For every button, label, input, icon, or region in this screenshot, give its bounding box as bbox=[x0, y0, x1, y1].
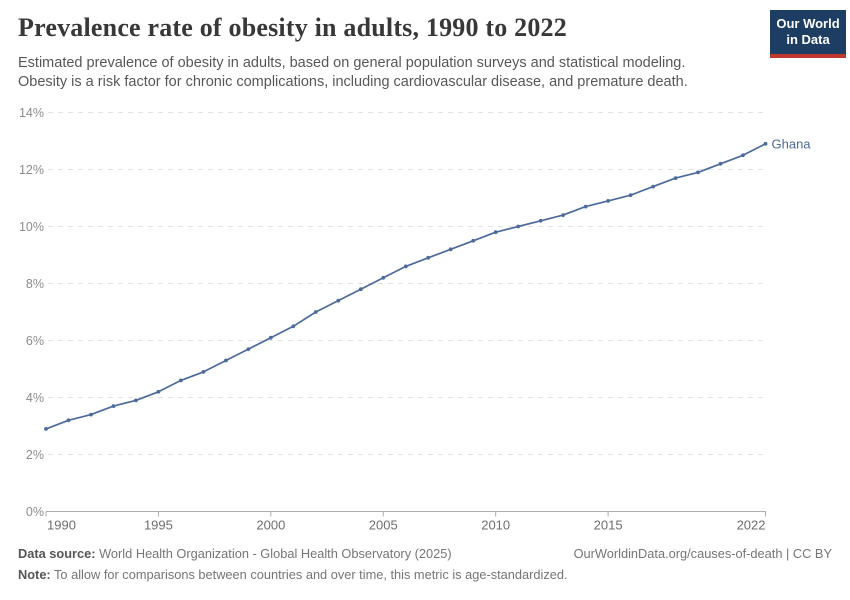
data-point[interactable] bbox=[493, 230, 498, 235]
data-source-label: Data source: bbox=[18, 546, 96, 561]
chart-subtitle-line2: Obesity is a risk factor for chronic com… bbox=[18, 74, 688, 90]
data-point[interactable] bbox=[336, 298, 341, 303]
data-point[interactable] bbox=[561, 213, 565, 217]
data-point[interactable] bbox=[134, 398, 138, 403]
y-tick-label: 2% bbox=[26, 448, 44, 462]
note-text: Note: To allow for comparisons between c… bbox=[18, 567, 832, 582]
data-point[interactable] bbox=[111, 404, 116, 408]
data-point[interactable] bbox=[426, 255, 431, 260]
x-tick-label: 1990 bbox=[47, 518, 76, 533]
data-point[interactable] bbox=[89, 412, 93, 417]
note-value: To allow for comparisons between countri… bbox=[50, 567, 568, 582]
data-source-value: World Health Organization - Global Healt… bbox=[95, 546, 452, 561]
data-point[interactable] bbox=[403, 264, 408, 269]
data-point[interactable] bbox=[448, 247, 453, 252]
owid-logo-red-bar bbox=[770, 53, 846, 58]
data-point[interactable] bbox=[741, 153, 745, 158]
data-point[interactable] bbox=[628, 193, 633, 198]
data-point[interactable] bbox=[291, 324, 296, 329]
data-point[interactable] bbox=[44, 427, 48, 431]
data-point[interactable] bbox=[606, 199, 610, 203]
data-point[interactable] bbox=[246, 347, 251, 351]
y-tick-label: 12% bbox=[19, 163, 44, 177]
data-point[interactable] bbox=[763, 141, 768, 146]
data-point[interactable] bbox=[718, 161, 723, 166]
data-point[interactable] bbox=[313, 310, 318, 314]
y-tick-label: 8% bbox=[26, 277, 44, 291]
data-point[interactable] bbox=[201, 370, 206, 374]
y-tick-label: 0% bbox=[26, 505, 44, 519]
chart-subtitle: Estimated prevalence of obesity in adult… bbox=[18, 54, 718, 92]
y-tick-label: 6% bbox=[26, 334, 44, 348]
owid-logo-text: Our World in Data bbox=[770, 10, 846, 54]
data-point[interactable] bbox=[66, 418, 71, 423]
y-tick-label: 4% bbox=[26, 391, 44, 405]
y-tick-label: 10% bbox=[19, 220, 44, 234]
series-line[interactable] bbox=[45, 142, 767, 430]
x-tick-label: 2010 bbox=[481, 518, 510, 533]
x-tick-label: 2000 bbox=[256, 518, 285, 533]
data-point[interactable] bbox=[268, 335, 273, 340]
data-point[interactable] bbox=[224, 358, 228, 363]
x-tick-label: 2005 bbox=[369, 518, 398, 533]
chart-subtitle-line1: Estimated prevalence of obesity in adult… bbox=[18, 55, 686, 71]
chart-title: Prevalence rate of obesity in adults, 19… bbox=[18, 13, 567, 42]
data-point[interactable] bbox=[179, 378, 183, 383]
data-point[interactable] bbox=[471, 238, 476, 243]
series-end-label[interactable]: Ghana bbox=[772, 136, 812, 151]
line-chart: 0% 2% 4% 6% 8% 10% 12% 14% 1990 1995 2000 2005 2010 2… bbox=[19, 106, 812, 533]
data-point[interactable] bbox=[381, 275, 386, 280]
data-point[interactable] bbox=[156, 389, 161, 394]
data-source-text: Data source: World Health Organization -… bbox=[18, 546, 452, 561]
x-tick-label: 2015 bbox=[594, 518, 623, 533]
owid-cc-link[interactable]: OurWorldinData.org/causes-of-death | CC … bbox=[573, 546, 832, 561]
owid-logo-line2: in Data bbox=[786, 32, 830, 48]
data-point[interactable] bbox=[673, 176, 678, 180]
owid-logo[interactable]: Our World in Data bbox=[770, 10, 846, 58]
data-point[interactable] bbox=[538, 218, 543, 223]
x-tick-label: 2022 bbox=[737, 518, 766, 533]
data-point[interactable] bbox=[516, 224, 521, 229]
data-point[interactable] bbox=[358, 287, 363, 292]
y-tick-label: 14% bbox=[19, 106, 44, 120]
owid-logo-line1: Our World bbox=[776, 16, 840, 31]
chart-footer: Data source: World Health Organization -… bbox=[18, 546, 832, 582]
data-point[interactable] bbox=[696, 170, 700, 175]
data-point[interactable] bbox=[583, 204, 588, 209]
x-tick-label: 1995 bbox=[144, 518, 173, 533]
note-label: Note: bbox=[18, 567, 51, 582]
data-point[interactable] bbox=[651, 184, 655, 189]
